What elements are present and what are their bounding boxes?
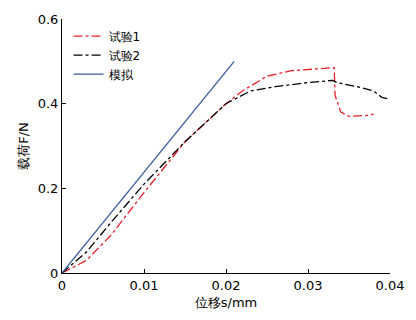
svg-text:0.6: 0.6 [38,12,59,27]
svg-text:0: 0 [50,266,58,281]
svg-text:0.4: 0.4 [38,96,59,111]
svg-text:0.01: 0.01 [130,278,159,293]
svg-text:0.03: 0.03 [294,278,323,293]
svg-text:位移s/mm: 位移s/mm [195,295,257,310]
svg-text:0: 0 [58,278,66,293]
svg-text:试验2: 试验2 [109,49,141,63]
svg-text:模拟: 模拟 [109,68,134,82]
svg-text:0.2: 0.2 [38,181,59,196]
svg-text:0.04: 0.04 [376,278,405,293]
svg-text:0.02: 0.02 [212,278,241,293]
svg-text:试验1: 试验1 [109,30,141,44]
svg-text:载荷F/N: 载荷F/N [16,122,31,170]
